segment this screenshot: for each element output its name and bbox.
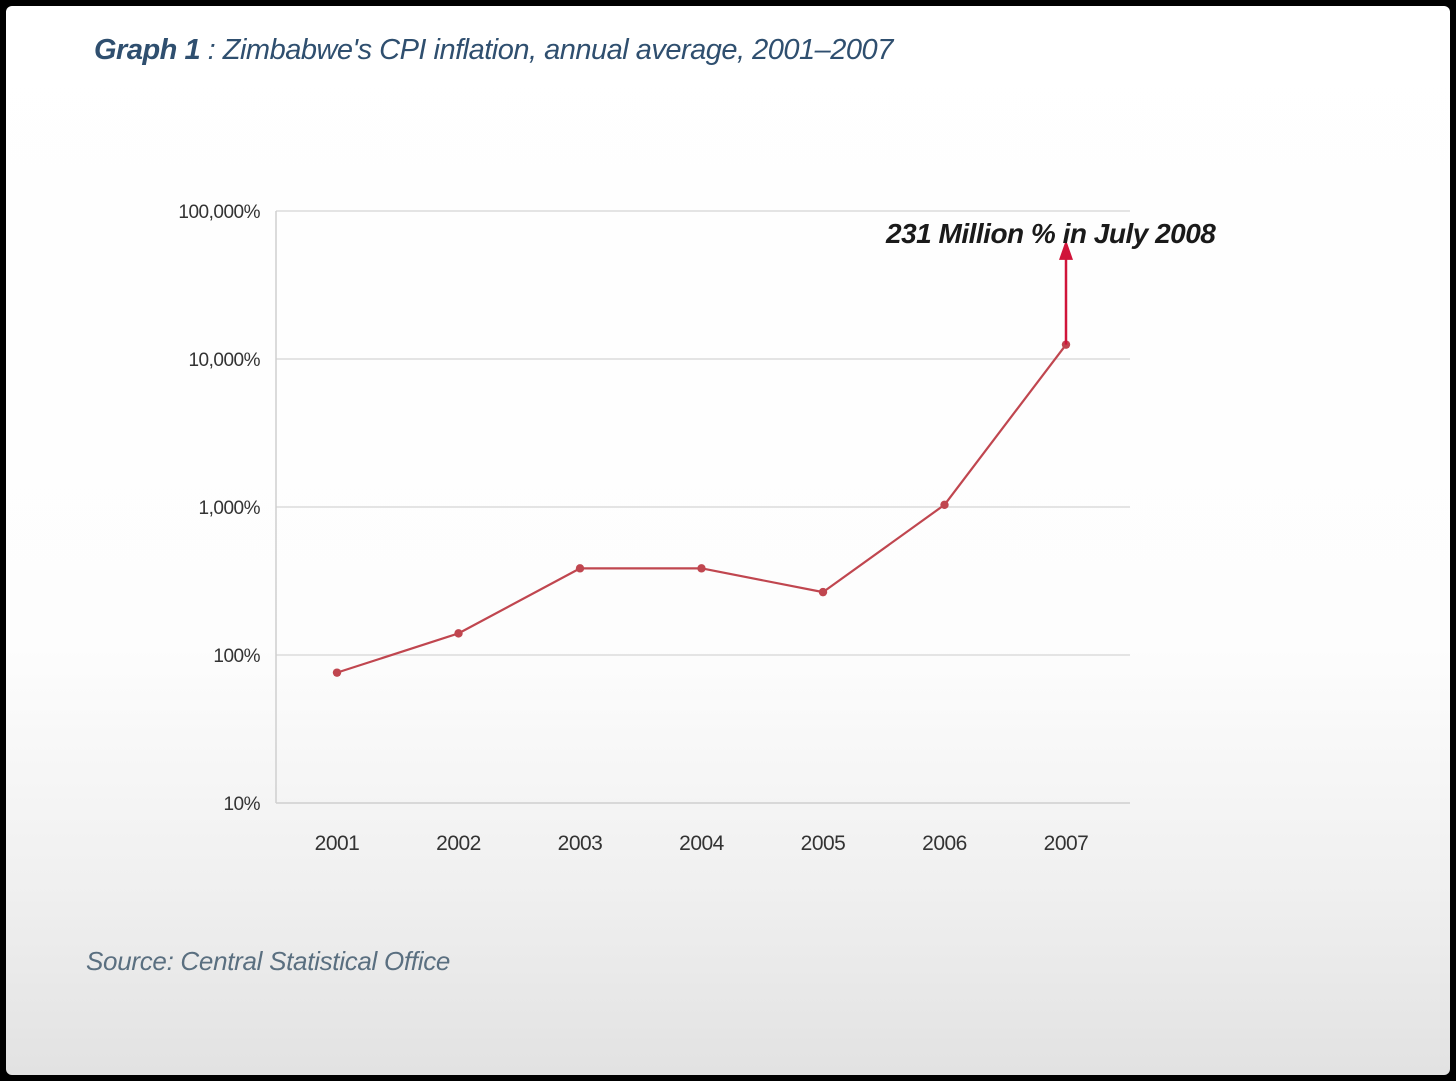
data-point-2001 [332,668,342,677]
x-axis-ticks: 2001 2002 2003 2004 2005 2006 2007 [315,832,1089,855]
chart-frame: Graph 1 : Zimbabwe's CPI inflation, annu… [6,6,1450,1075]
data-point-2005 [818,587,828,597]
data-point-2002 [454,629,463,638]
annotation-label: 231 Million % in July 2008 [885,218,1216,249]
chart-title: Graph 1 : Zimbabwe's CPI inflation, annu… [94,34,893,67]
annotation-arrow-head [1059,239,1073,260]
y-tick-label-1: 100% [213,646,260,667]
x-tick-label-2006: 2006 [922,832,967,855]
series-group [332,340,1071,677]
source-note: Source: Central Statistical Office [86,946,451,976]
y-tick-label-0: 10% [223,794,260,815]
y-tick-label-2: 1,000% [199,498,261,519]
y-tick-label-4: 100,000% [178,202,260,223]
x-tick-label-2004: 2004 [679,832,725,855]
x-tick-label-2001: 2001 [315,832,360,855]
data-point-2003 [575,564,585,573]
x-tick-label-2002: 2002 [436,832,481,855]
x-tick-label-2003: 2003 [558,832,603,855]
chart-title-text: : Zimbabwe's CPI inflation, annual avera… [207,34,894,66]
chart-title-lead: Graph 1 [94,34,201,66]
grid-lines [275,210,1130,804]
data-point-2004 [697,564,706,573]
y-tick-label-3: 10,000% [188,350,260,371]
series-line-0 [336,343,1067,674]
x-tick-label-2005: 2005 [801,832,846,855]
y-axis-ticks: 10% 100% 1,000% 10,000% 100,000% [178,202,261,815]
data-point-2006 [940,500,949,509]
x-tick-label-2007: 2007 [1044,832,1089,855]
annotation-group: 231 Million % in July 2008 [885,218,1217,345]
